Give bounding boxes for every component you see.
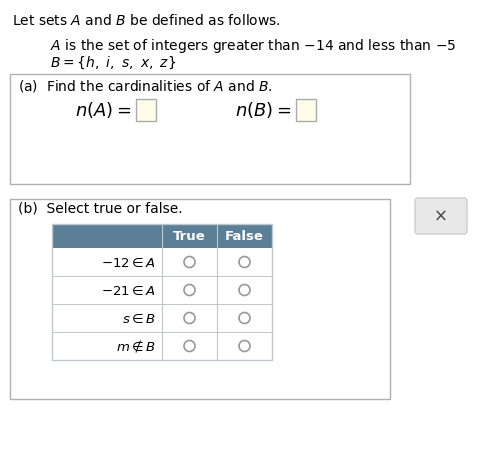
Text: (b)  Select true or false.: (b) Select true or false. — [18, 202, 182, 216]
FancyBboxPatch shape — [415, 199, 467, 235]
Text: Let sets $\mathit{A}$ and $\mathit{B}$ be defined as follows.: Let sets $\mathit{A}$ and $\mathit{B}$ b… — [12, 13, 281, 28]
Bar — [10, 75, 410, 185]
Bar — [136, 100, 156, 122]
Text: $m \notin B$: $m \notin B$ — [116, 338, 156, 354]
Text: True: True — [173, 230, 206, 243]
Text: $n\left(A\right) = $: $n\left(A\right) = $ — [75, 100, 131, 120]
Bar — [52, 224, 272, 360]
Text: False: False — [225, 230, 264, 243]
Text: $-21 \in A$: $-21 \in A$ — [101, 283, 156, 297]
Bar — [10, 200, 390, 399]
Bar — [52, 224, 272, 248]
Text: ×: × — [434, 207, 448, 225]
Text: $\mathit{A}$ is the set of integers greater than $-14$ and less than $-5$: $\mathit{A}$ is the set of integers grea… — [50, 37, 456, 55]
Bar — [296, 100, 316, 122]
Text: (a)  Find the cardinalities of $\mathit{A}$ and $\mathit{B}$.: (a) Find the cardinalities of $\mathit{A… — [18, 78, 273, 94]
Text: $s \in B$: $s \in B$ — [122, 311, 156, 325]
Text: $n\left(B\right) = $: $n\left(B\right) = $ — [235, 100, 291, 120]
Text: $B = \{h,\ i,\ s,\ x,\ z\}$: $B = \{h,\ i,\ s,\ x,\ z\}$ — [50, 55, 176, 71]
Text: $-12 \in A$: $-12 \in A$ — [101, 256, 156, 269]
